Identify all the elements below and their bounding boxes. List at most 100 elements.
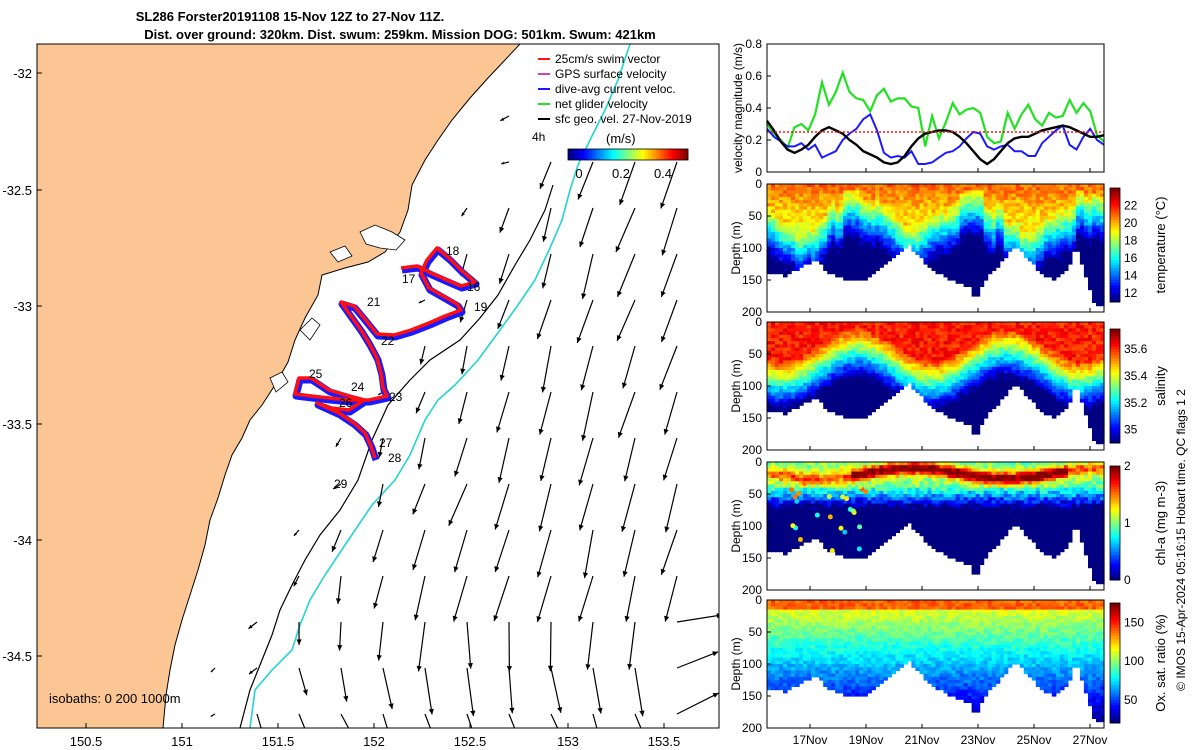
heatmap-cell [995, 379, 1001, 384]
heatmap-cell [879, 392, 884, 397]
heatmap-cell [855, 193, 860, 198]
heatmap-cell [895, 200, 900, 204]
heatmap-cell [919, 373, 925, 377]
heatmap-cell [971, 389, 977, 393]
heatmap-cell [839, 370, 844, 374]
heatmap-cell [807, 344, 812, 349]
heatmap-cell [1088, 235, 1093, 239]
heatmap-cell [847, 212, 852, 217]
heatmap-cell [963, 414, 969, 419]
heatmap-cell [811, 216, 816, 220]
heatmap-cell [987, 382, 993, 387]
heatmap-cell [1015, 338, 1021, 342]
heatmap-cell [1083, 235, 1089, 239]
heatmap-cell [1051, 232, 1057, 236]
heatmap-cell [855, 354, 860, 358]
heatmap-cell [955, 196, 961, 201]
heatmap-cell [879, 222, 884, 227]
heatmap-cell [1003, 232, 1009, 236]
heatmap-cell [1031, 363, 1037, 368]
heatmap-cell [955, 273, 961, 278]
heatmap-cell [1019, 334, 1025, 339]
heatmap-cell [1015, 193, 1021, 198]
heatmap-cell [971, 360, 977, 365]
heatmap-cell [855, 219, 860, 223]
heatmap-cell [971, 373, 977, 377]
heatmap-cell [815, 350, 820, 355]
heatmap-cell [835, 370, 840, 374]
heatmap-cell [1100, 328, 1105, 333]
heatmap-cell [967, 366, 973, 371]
heatmap-cell [907, 325, 912, 329]
heatmap-cell [899, 187, 904, 191]
heatmap-cell [1055, 334, 1061, 339]
heatmap-cell [875, 225, 880, 230]
heatmap-cell [971, 216, 977, 220]
heatmap-cell [823, 187, 828, 191]
heatmap-cell [987, 322, 993, 326]
heatmap-cell [859, 360, 864, 365]
heatmap-cell [975, 344, 981, 349]
heatmap-cell [967, 360, 973, 365]
heatmap-cell [863, 276, 868, 281]
heatmap-cell [995, 203, 1001, 207]
colorbar-cell [1110, 193, 1120, 198]
heatmap-cell [967, 395, 973, 400]
heatmap-cell [891, 382, 896, 387]
velocity-arrow [538, 483, 552, 532]
heatmap-cell [847, 260, 852, 265]
heatmap-cell [1092, 184, 1097, 188]
heatmap-cell [903, 370, 908, 374]
heatmap-cell [999, 338, 1005, 342]
heatmap-ylabel: Depth (m) [729, 221, 743, 274]
heatmap-cell [999, 232, 1005, 236]
heatmap-cell [799, 200, 804, 204]
heatmap-cell [803, 225, 808, 230]
heatmap-cell [767, 260, 772, 265]
heatmap-cell [975, 398, 981, 403]
heatmap-cell [1051, 354, 1057, 358]
heatmap-cell [999, 248, 1005, 252]
heatmap-cell [843, 389, 848, 393]
heatmap-cell [1023, 222, 1029, 227]
heatmap-cell [1051, 360, 1057, 365]
heatmap-cell [1063, 373, 1069, 377]
heatmap-cell [871, 270, 876, 275]
heatmap-cell [943, 347, 949, 352]
heatmap-cell [1043, 235, 1049, 239]
heatmap-cell [979, 206, 985, 211]
colorbar-cell [626, 149, 629, 160]
heatmap-cell [1019, 248, 1025, 252]
heatmap-cell [1043, 260, 1049, 265]
heatmap-cell [1011, 325, 1017, 329]
heatmap-cell [863, 232, 868, 236]
heatmap-cell [1039, 228, 1045, 233]
heatmap-cell [983, 379, 989, 384]
heatmap-cell [807, 206, 812, 211]
heatmap-cell [979, 190, 985, 195]
heatmap-cell [1007, 248, 1013, 252]
heatmap-cell [1051, 276, 1057, 281]
heatmap-cell [1055, 232, 1061, 236]
heatmap-cell [979, 373, 985, 377]
heatmap-cell [1079, 357, 1085, 361]
heatmap-cell [815, 354, 820, 358]
heatmap-cell [883, 209, 888, 214]
colorbar-cell [636, 149, 639, 160]
heatmap-cell [887, 209, 892, 214]
heatmap-cell [1063, 370, 1069, 374]
heatmap-cell [1007, 334, 1013, 339]
heatmap-cell [1031, 325, 1037, 329]
heatmap-cell [795, 354, 800, 358]
heatmap-cell [1067, 206, 1073, 211]
heatmap-cell [931, 341, 937, 345]
heatmap-cell [1023, 328, 1029, 333]
heatmap-cell [995, 184, 1001, 188]
heatmap-cell [1027, 325, 1033, 329]
heatmap-cell [1019, 235, 1025, 239]
heatmap-cell [1071, 219, 1077, 223]
heatmap-cell [815, 184, 820, 188]
heatmap-cell [827, 200, 832, 204]
heatmap-cell [1055, 405, 1061, 409]
heatmap-cell [987, 344, 993, 349]
